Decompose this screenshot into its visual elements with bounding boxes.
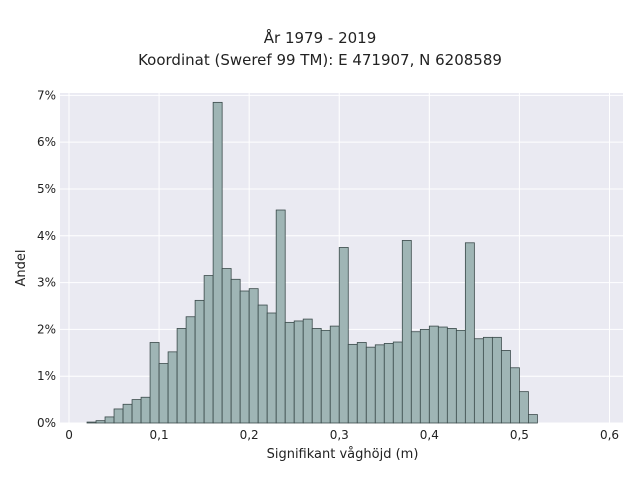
histogram-bar bbox=[131, 399, 142, 424]
x-axis-label: Signifikant våghöjd (m) bbox=[266, 447, 419, 462]
histogram-bar bbox=[464, 242, 475, 424]
histogram-bar bbox=[185, 316, 196, 424]
histogram-bar bbox=[419, 328, 430, 424]
histogram-bar bbox=[239, 290, 250, 424]
histogram-bar bbox=[230, 278, 241, 424]
histogram-bar bbox=[86, 421, 97, 424]
histogram-bar bbox=[140, 396, 151, 424]
x-tick-label: 0,6 bbox=[600, 428, 619, 442]
histogram-bar bbox=[266, 312, 277, 424]
histogram-bar bbox=[347, 343, 358, 424]
histogram-bar bbox=[113, 408, 124, 424]
histogram-bar bbox=[293, 320, 304, 424]
x-tick-label: 0 bbox=[65, 428, 73, 442]
y-axis-label: Andel bbox=[14, 249, 29, 287]
histogram-bar bbox=[392, 341, 403, 424]
histogram-bar bbox=[275, 209, 286, 424]
histogram-bar bbox=[320, 329, 331, 424]
histogram-bar bbox=[509, 367, 520, 424]
histogram-bar bbox=[302, 318, 313, 424]
histogram-bar bbox=[428, 325, 439, 424]
histogram-bar bbox=[528, 414, 538, 424]
x-tick-label: 0,4 bbox=[420, 428, 439, 442]
histogram-bars bbox=[86, 101, 538, 424]
histogram-bar bbox=[149, 342, 160, 424]
histogram-bar bbox=[437, 326, 448, 424]
histogram-bar bbox=[284, 321, 295, 424]
histogram-bar bbox=[365, 346, 376, 424]
x-tick-label: 0,1 bbox=[150, 428, 169, 442]
x-tick-label: 0,2 bbox=[240, 428, 259, 442]
histogram-bar bbox=[203, 275, 214, 424]
histogram-bar bbox=[212, 101, 223, 424]
histogram-bar bbox=[374, 344, 385, 424]
histogram-bar bbox=[221, 268, 232, 424]
histogram-bar bbox=[95, 420, 106, 424]
histogram-bar bbox=[383, 343, 394, 424]
histogram-bar bbox=[446, 328, 457, 424]
histogram-bar bbox=[519, 391, 529, 424]
histogram-bar bbox=[482, 336, 493, 424]
histogram-bar bbox=[311, 328, 322, 424]
histogram-bar bbox=[329, 325, 340, 424]
x-tick-label: 0,3 bbox=[330, 428, 349, 442]
histogram-bar bbox=[257, 304, 268, 424]
histogram-bar bbox=[401, 240, 412, 424]
y-axis-label-wrap: Andel bbox=[12, 250, 32, 287]
y-tick-label: 7% bbox=[37, 88, 56, 102]
chart-title: År 1979 - 2019 bbox=[263, 29, 377, 47]
histogram-bar bbox=[473, 338, 484, 424]
histogram-bar bbox=[500, 350, 511, 424]
histogram-bar bbox=[167, 351, 178, 424]
histogram-bar bbox=[338, 247, 349, 424]
histogram-bar bbox=[455, 329, 466, 424]
x-axis-ticks: 0 0,1 0,2 0,3 0,4 0,5 0,6 bbox=[65, 428, 619, 442]
y-tick-label: 2% bbox=[37, 322, 56, 336]
y-tick-label: 0% bbox=[37, 416, 56, 430]
histogram-bar bbox=[122, 403, 133, 424]
chart-subtitle: Koordinat (Sweref 99 TM): E 471907, N 62… bbox=[138, 51, 502, 69]
x-tick-label: 0,5 bbox=[510, 428, 529, 442]
histogram-bar bbox=[248, 288, 259, 424]
y-tick-label: 1% bbox=[37, 369, 56, 383]
histogram-bar bbox=[410, 331, 421, 424]
histogram-bar bbox=[356, 342, 367, 424]
histogram-bar bbox=[104, 416, 115, 424]
y-tick-label: 3% bbox=[37, 276, 56, 290]
histogram-bar bbox=[176, 328, 187, 424]
y-tick-label: 5% bbox=[37, 182, 56, 196]
y-tick-label: 6% bbox=[37, 135, 56, 149]
y-axis-ticks: 0% 1% 2% 3% 4% 5% 6% 7% bbox=[37, 88, 56, 430]
histogram-bar bbox=[194, 299, 205, 424]
histogram-bar bbox=[491, 336, 502, 424]
histogram-bar bbox=[158, 363, 169, 424]
y-tick-label: 4% bbox=[37, 229, 56, 243]
